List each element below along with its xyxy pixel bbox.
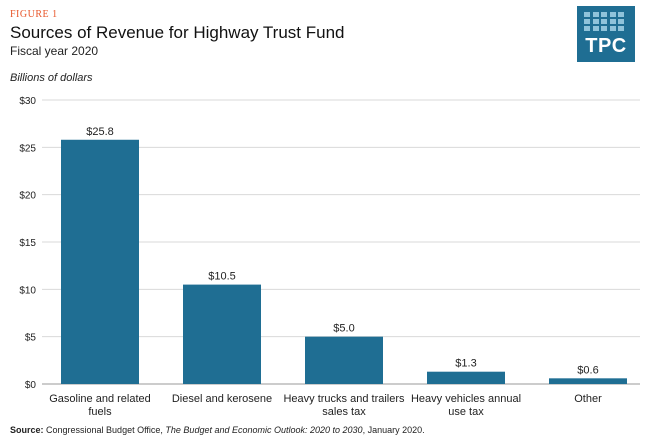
logo-grid-icon xyxy=(584,12,628,34)
x-tick-label: Other xyxy=(574,393,602,405)
logo-tile xyxy=(601,19,607,24)
source-line: Source: Congressional Budget Office, The… xyxy=(10,425,425,435)
y-tick-label: $25 xyxy=(19,143,36,154)
y-tick-label: $30 xyxy=(19,96,36,107)
logo-tile xyxy=(584,12,590,17)
bar xyxy=(183,284,261,384)
bar xyxy=(427,371,505,384)
x-tick-label-line: sales tax xyxy=(322,406,366,418)
y-tick-label: $20 xyxy=(19,191,36,202)
figure-label: FIGURE 1 xyxy=(10,9,58,20)
source-publication: The Budget and Economic Outlook: 2020 to… xyxy=(165,425,363,435)
logo-tile xyxy=(584,19,590,24)
chart-title: Sources of Revenue for Highway Trust Fun… xyxy=(10,23,345,42)
x-tick-label: Heavy trucks and trailers sales tax xyxy=(283,393,405,418)
tpc-logo: TPC xyxy=(577,6,635,62)
x-tick-label-line: Heavy trucks and trailers xyxy=(283,393,405,405)
logo-tile xyxy=(609,19,616,24)
bar xyxy=(549,378,627,384)
data-label: $5.0 xyxy=(333,323,354,335)
logo-tile xyxy=(592,19,599,24)
bar xyxy=(61,139,139,384)
bar xyxy=(305,336,383,384)
logo-tile xyxy=(609,12,616,17)
logo-tile xyxy=(592,26,599,31)
logo-tile xyxy=(618,26,624,31)
logo-text: TPC xyxy=(585,35,627,57)
x-tick-label-line: Other xyxy=(574,393,602,405)
chart-subtitle: Fiscal year 2020 xyxy=(10,44,99,58)
y-tick-label: $0 xyxy=(25,380,37,391)
data-label: $25.8 xyxy=(86,126,114,138)
logo-tile xyxy=(601,26,607,31)
data-label: $10.5 xyxy=(208,271,236,283)
logo-tile xyxy=(618,12,624,17)
logo-tile xyxy=(592,12,599,17)
logo-tile xyxy=(609,26,616,31)
data-label: $0.6 xyxy=(577,364,598,376)
y-tick-label: $10 xyxy=(19,285,36,296)
source-text-1: Congressional Budget Office, xyxy=(43,425,166,435)
logo-tile xyxy=(584,26,590,31)
source-label: Source: xyxy=(10,425,44,435)
x-tick-label-line: use tax xyxy=(448,406,484,418)
y-tick-label: $15 xyxy=(19,238,36,249)
x-tick-label-line: Gasoline and related xyxy=(49,393,151,405)
logo-tile xyxy=(618,19,624,24)
y-tick-label: $5 xyxy=(25,333,37,344)
x-tick-label: Gasoline and related fuels xyxy=(49,393,151,418)
bar-chart: $0 $5 $10 $15 $20 $25 $30 $25.8 Gasoline and rel… xyxy=(19,96,640,418)
x-tick-label-line: Heavy vehicles annual xyxy=(411,393,521,405)
x-tick-label: Diesel and kerosene xyxy=(172,393,272,405)
x-tick-label-line: fuels xyxy=(88,406,112,418)
x-tick-label-line: Diesel and kerosene xyxy=(172,393,272,405)
x-tick-label: Heavy vehicles annual use tax xyxy=(411,393,521,418)
source-text-2: , January 2020. xyxy=(362,425,425,435)
data-label: $1.3 xyxy=(455,358,476,370)
unit-label: Billions of dollars xyxy=(10,72,93,84)
logo-tile xyxy=(601,12,607,17)
